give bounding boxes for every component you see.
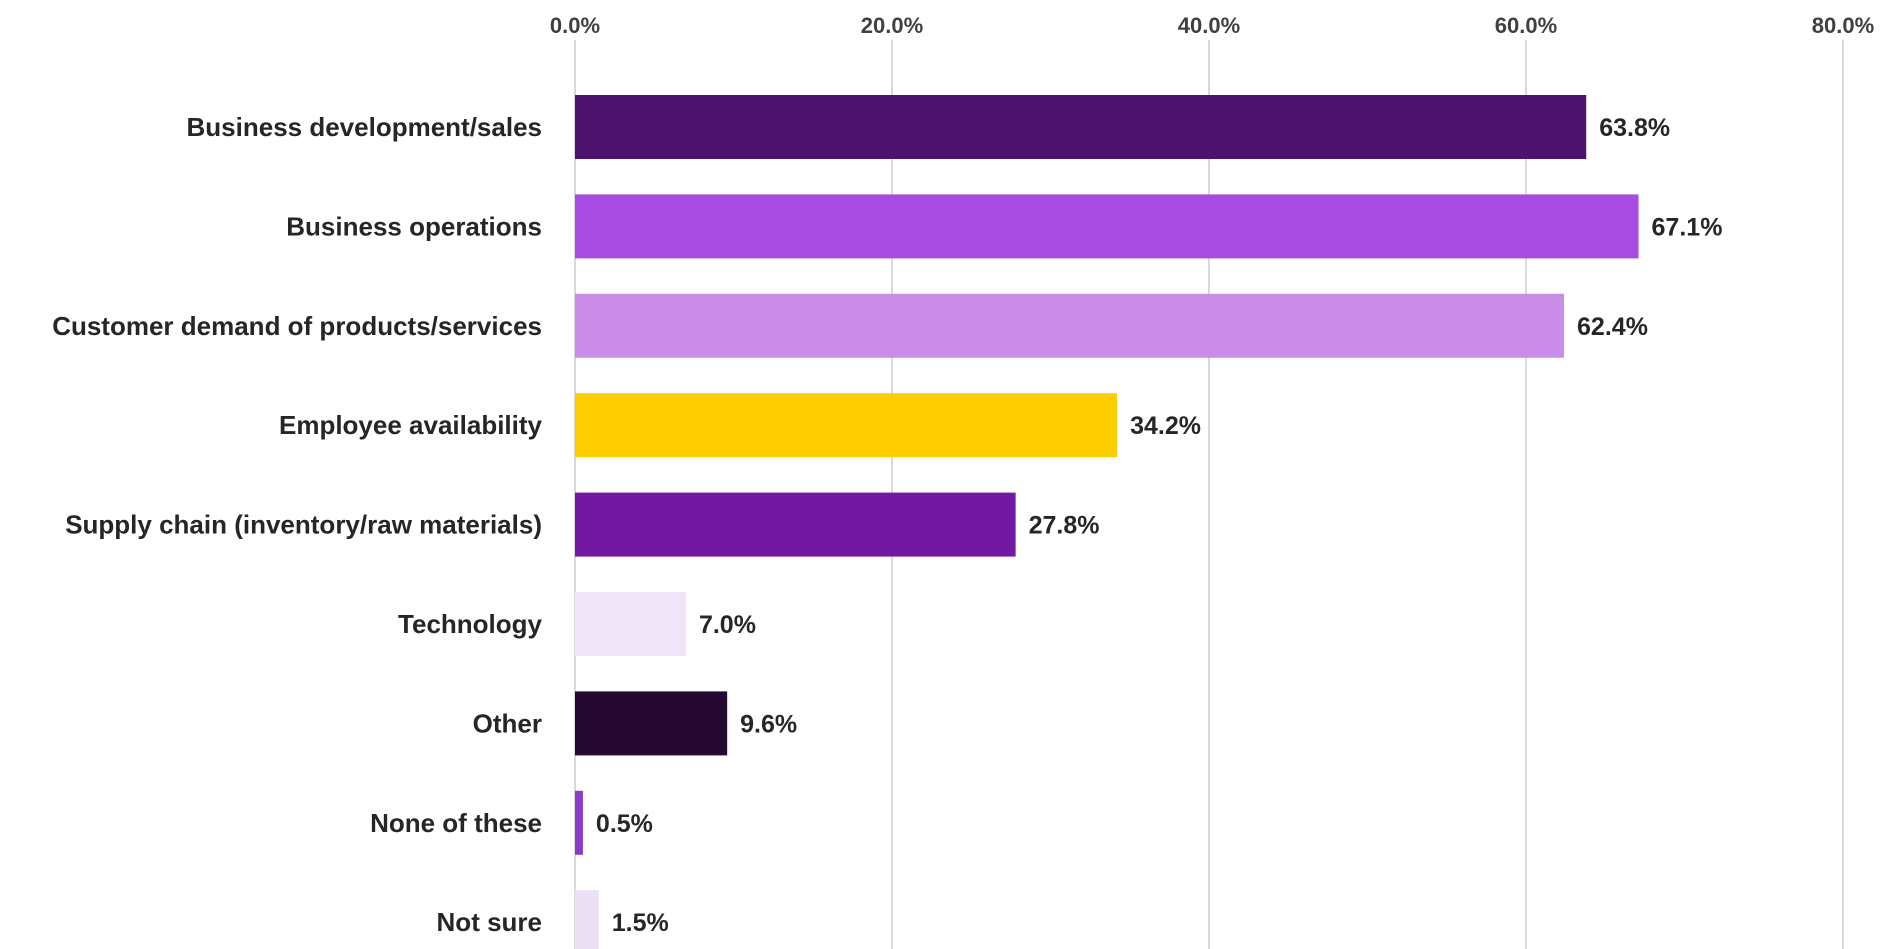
bar — [575, 890, 599, 949]
data-label: 27.8% — [1029, 512, 1100, 540]
data-label: 1.5% — [612, 909, 669, 937]
data-label: 9.6% — [740, 710, 797, 738]
category-label: Business operations — [286, 211, 542, 241]
category-label: None of these — [370, 808, 542, 838]
bar — [575, 492, 1016, 557]
category-label: Customer demand of products/services — [52, 311, 542, 341]
x-tick-label: 60.0% — [1495, 13, 1557, 38]
x-axis-ticks: 0.0% 20.0% 40.0% 60.0% 80.0% — [550, 13, 1874, 38]
bars — [575, 95, 1639, 949]
bar — [575, 293, 1565, 358]
bar — [575, 592, 686, 656]
category-label: Employee availability — [279, 410, 543, 440]
category-label: Supply chain (inventory/raw materials) — [65, 510, 542, 540]
bar — [575, 95, 1587, 159]
bar — [575, 691, 728, 756]
bar — [575, 194, 1639, 259]
data-label: 34.2% — [1130, 412, 1201, 440]
data-label: 0.5% — [596, 810, 653, 838]
data-label: 63.8% — [1599, 114, 1670, 142]
data-label: 7.0% — [699, 611, 756, 639]
value-labels: 63.8% 67.1% 62.4% 34.2% 27.8% 7.0% 9.6% 0.5% 1.5… — [596, 114, 1723, 937]
category-label: Not sure — [437, 907, 542, 937]
bar — [575, 393, 1118, 458]
x-tick-label: 80.0% — [1812, 13, 1874, 38]
category-label: Business development/sales — [187, 112, 542, 142]
data-label: 67.1% — [1652, 213, 1723, 241]
bar — [575, 790, 583, 855]
category-label: Technology — [398, 609, 543, 639]
data-label: 62.4% — [1577, 313, 1648, 341]
category-labels: Business development/sales Business opera… — [52, 112, 542, 937]
category-label: Other — [473, 708, 542, 738]
x-tick-label: 40.0% — [1178, 13, 1240, 38]
x-tick-label: 20.0% — [861, 13, 923, 38]
x-tick-label: 0.0% — [550, 13, 600, 38]
